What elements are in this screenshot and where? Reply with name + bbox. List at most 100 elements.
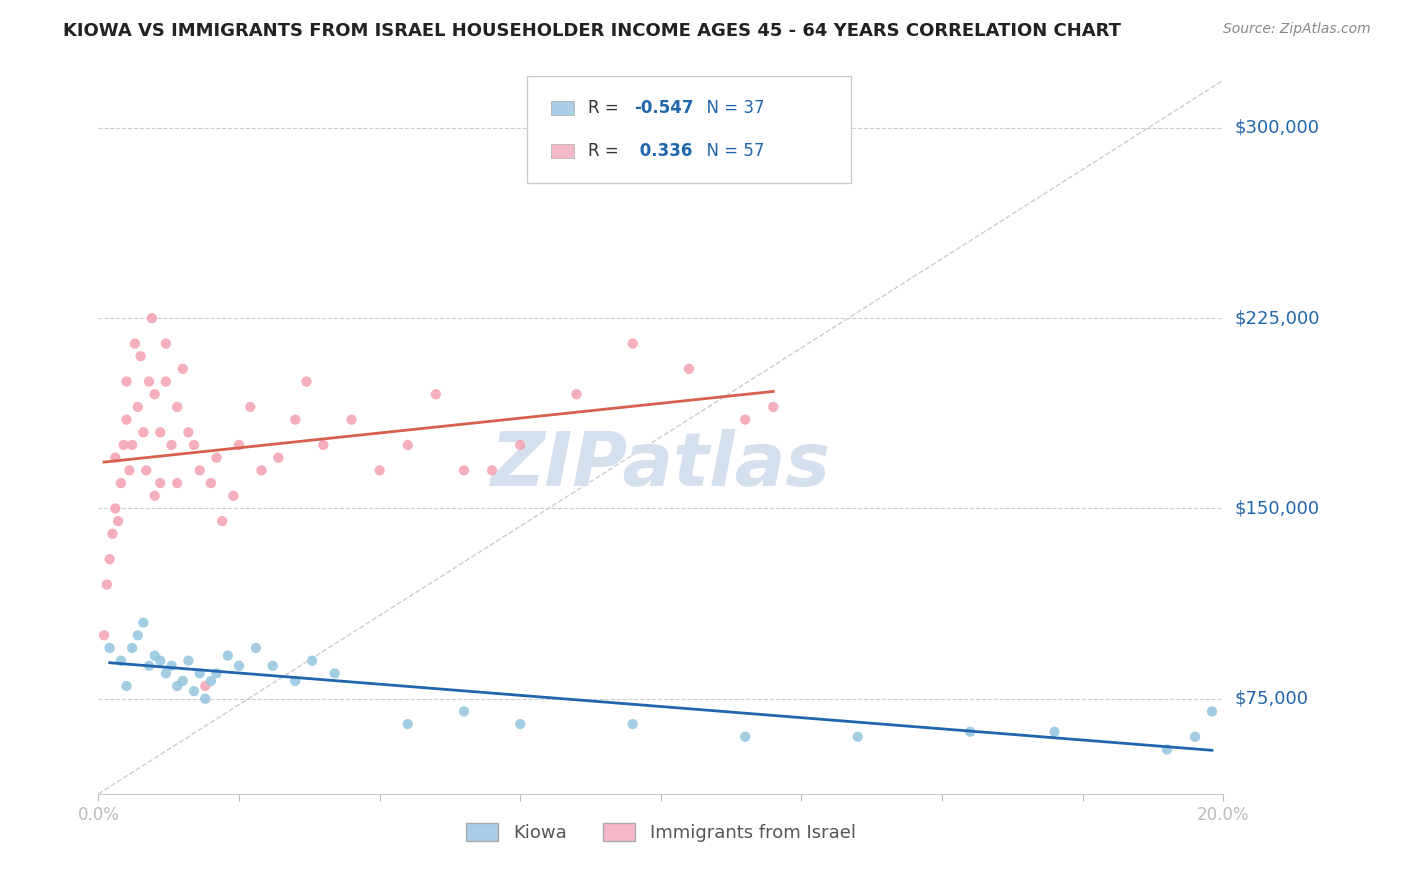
Point bbox=[132, 615, 155, 630]
Point bbox=[143, 489, 166, 503]
Point bbox=[143, 648, 166, 663]
Text: -0.547: -0.547 bbox=[634, 99, 693, 117]
Point bbox=[312, 438, 335, 452]
Text: 0.336: 0.336 bbox=[634, 142, 693, 160]
Point bbox=[301, 654, 323, 668]
Point bbox=[149, 476, 172, 491]
Point bbox=[396, 438, 419, 452]
Legend: Kiowa, Immigrants from Israel: Kiowa, Immigrants from Israel bbox=[458, 815, 863, 849]
Point bbox=[112, 438, 135, 452]
Point bbox=[98, 640, 121, 655]
Point bbox=[621, 336, 644, 351]
Point bbox=[177, 654, 200, 668]
Point bbox=[138, 375, 160, 389]
Point bbox=[284, 412, 307, 426]
Point bbox=[267, 450, 290, 465]
Point bbox=[239, 400, 262, 414]
Point bbox=[166, 400, 188, 414]
Point bbox=[172, 362, 194, 376]
Point bbox=[183, 438, 205, 452]
Point bbox=[110, 654, 132, 668]
Point bbox=[129, 349, 152, 363]
Point bbox=[762, 400, 785, 414]
Point bbox=[217, 648, 239, 663]
Point bbox=[149, 425, 172, 440]
Point bbox=[115, 412, 138, 426]
Point bbox=[115, 375, 138, 389]
Point bbox=[368, 463, 391, 477]
Point bbox=[127, 400, 149, 414]
Point bbox=[846, 730, 869, 744]
Point bbox=[104, 450, 127, 465]
Point bbox=[115, 679, 138, 693]
Point bbox=[222, 489, 245, 503]
Point bbox=[93, 628, 115, 642]
Text: N = 57: N = 57 bbox=[696, 142, 765, 160]
Point bbox=[734, 730, 756, 744]
Point bbox=[155, 666, 177, 681]
Point bbox=[110, 476, 132, 491]
Point bbox=[155, 336, 177, 351]
Point bbox=[396, 717, 419, 731]
Point bbox=[141, 311, 163, 326]
Point bbox=[509, 717, 531, 731]
Point bbox=[245, 640, 267, 655]
Text: KIOWA VS IMMIGRANTS FROM ISRAEL HOUSEHOLDER INCOME AGES 45 - 64 YEARS CORRELATIO: KIOWA VS IMMIGRANTS FROM ISRAEL HOUSEHOL… bbox=[63, 22, 1121, 40]
Point bbox=[118, 463, 141, 477]
Point bbox=[188, 666, 211, 681]
Point bbox=[166, 476, 188, 491]
Point bbox=[205, 450, 228, 465]
Point bbox=[323, 666, 346, 681]
Point bbox=[194, 679, 217, 693]
Point bbox=[200, 673, 222, 688]
Point bbox=[124, 336, 146, 351]
Point bbox=[678, 362, 700, 376]
Point bbox=[188, 463, 211, 477]
Point bbox=[565, 387, 588, 401]
Point bbox=[211, 514, 233, 528]
Point bbox=[228, 658, 250, 673]
Point bbox=[121, 640, 143, 655]
Point bbox=[1201, 705, 1223, 719]
Point bbox=[104, 501, 127, 516]
Point bbox=[1184, 730, 1206, 744]
Point bbox=[453, 705, 475, 719]
Point bbox=[127, 628, 149, 642]
Point bbox=[621, 717, 644, 731]
Point bbox=[172, 673, 194, 688]
Point bbox=[200, 476, 222, 491]
Point bbox=[177, 425, 200, 440]
Point bbox=[262, 658, 284, 673]
Point bbox=[183, 684, 205, 698]
Point bbox=[98, 552, 121, 566]
Point bbox=[205, 666, 228, 681]
Point bbox=[135, 463, 157, 477]
Point bbox=[734, 412, 756, 426]
Text: Source: ZipAtlas.com: Source: ZipAtlas.com bbox=[1223, 22, 1371, 37]
Point bbox=[481, 463, 503, 477]
Text: R =: R = bbox=[588, 142, 624, 160]
Point bbox=[509, 438, 531, 452]
Text: $225,000: $225,000 bbox=[1234, 310, 1320, 327]
Text: $300,000: $300,000 bbox=[1234, 119, 1319, 136]
Point bbox=[101, 526, 124, 541]
Text: $150,000: $150,000 bbox=[1234, 500, 1319, 517]
Point bbox=[96, 577, 118, 591]
Point bbox=[453, 463, 475, 477]
Point bbox=[121, 438, 143, 452]
Point bbox=[143, 387, 166, 401]
Point bbox=[1043, 724, 1066, 739]
Point bbox=[340, 412, 363, 426]
Point bbox=[160, 438, 183, 452]
Point bbox=[138, 658, 160, 673]
Point bbox=[425, 387, 447, 401]
Text: ZIPatlas: ZIPatlas bbox=[491, 429, 831, 502]
Text: N = 37: N = 37 bbox=[696, 99, 765, 117]
Point bbox=[155, 375, 177, 389]
Point bbox=[132, 425, 155, 440]
Point bbox=[107, 514, 129, 528]
Point bbox=[149, 654, 172, 668]
Point bbox=[250, 463, 273, 477]
Text: $75,000: $75,000 bbox=[1234, 690, 1309, 707]
Point bbox=[959, 724, 981, 739]
